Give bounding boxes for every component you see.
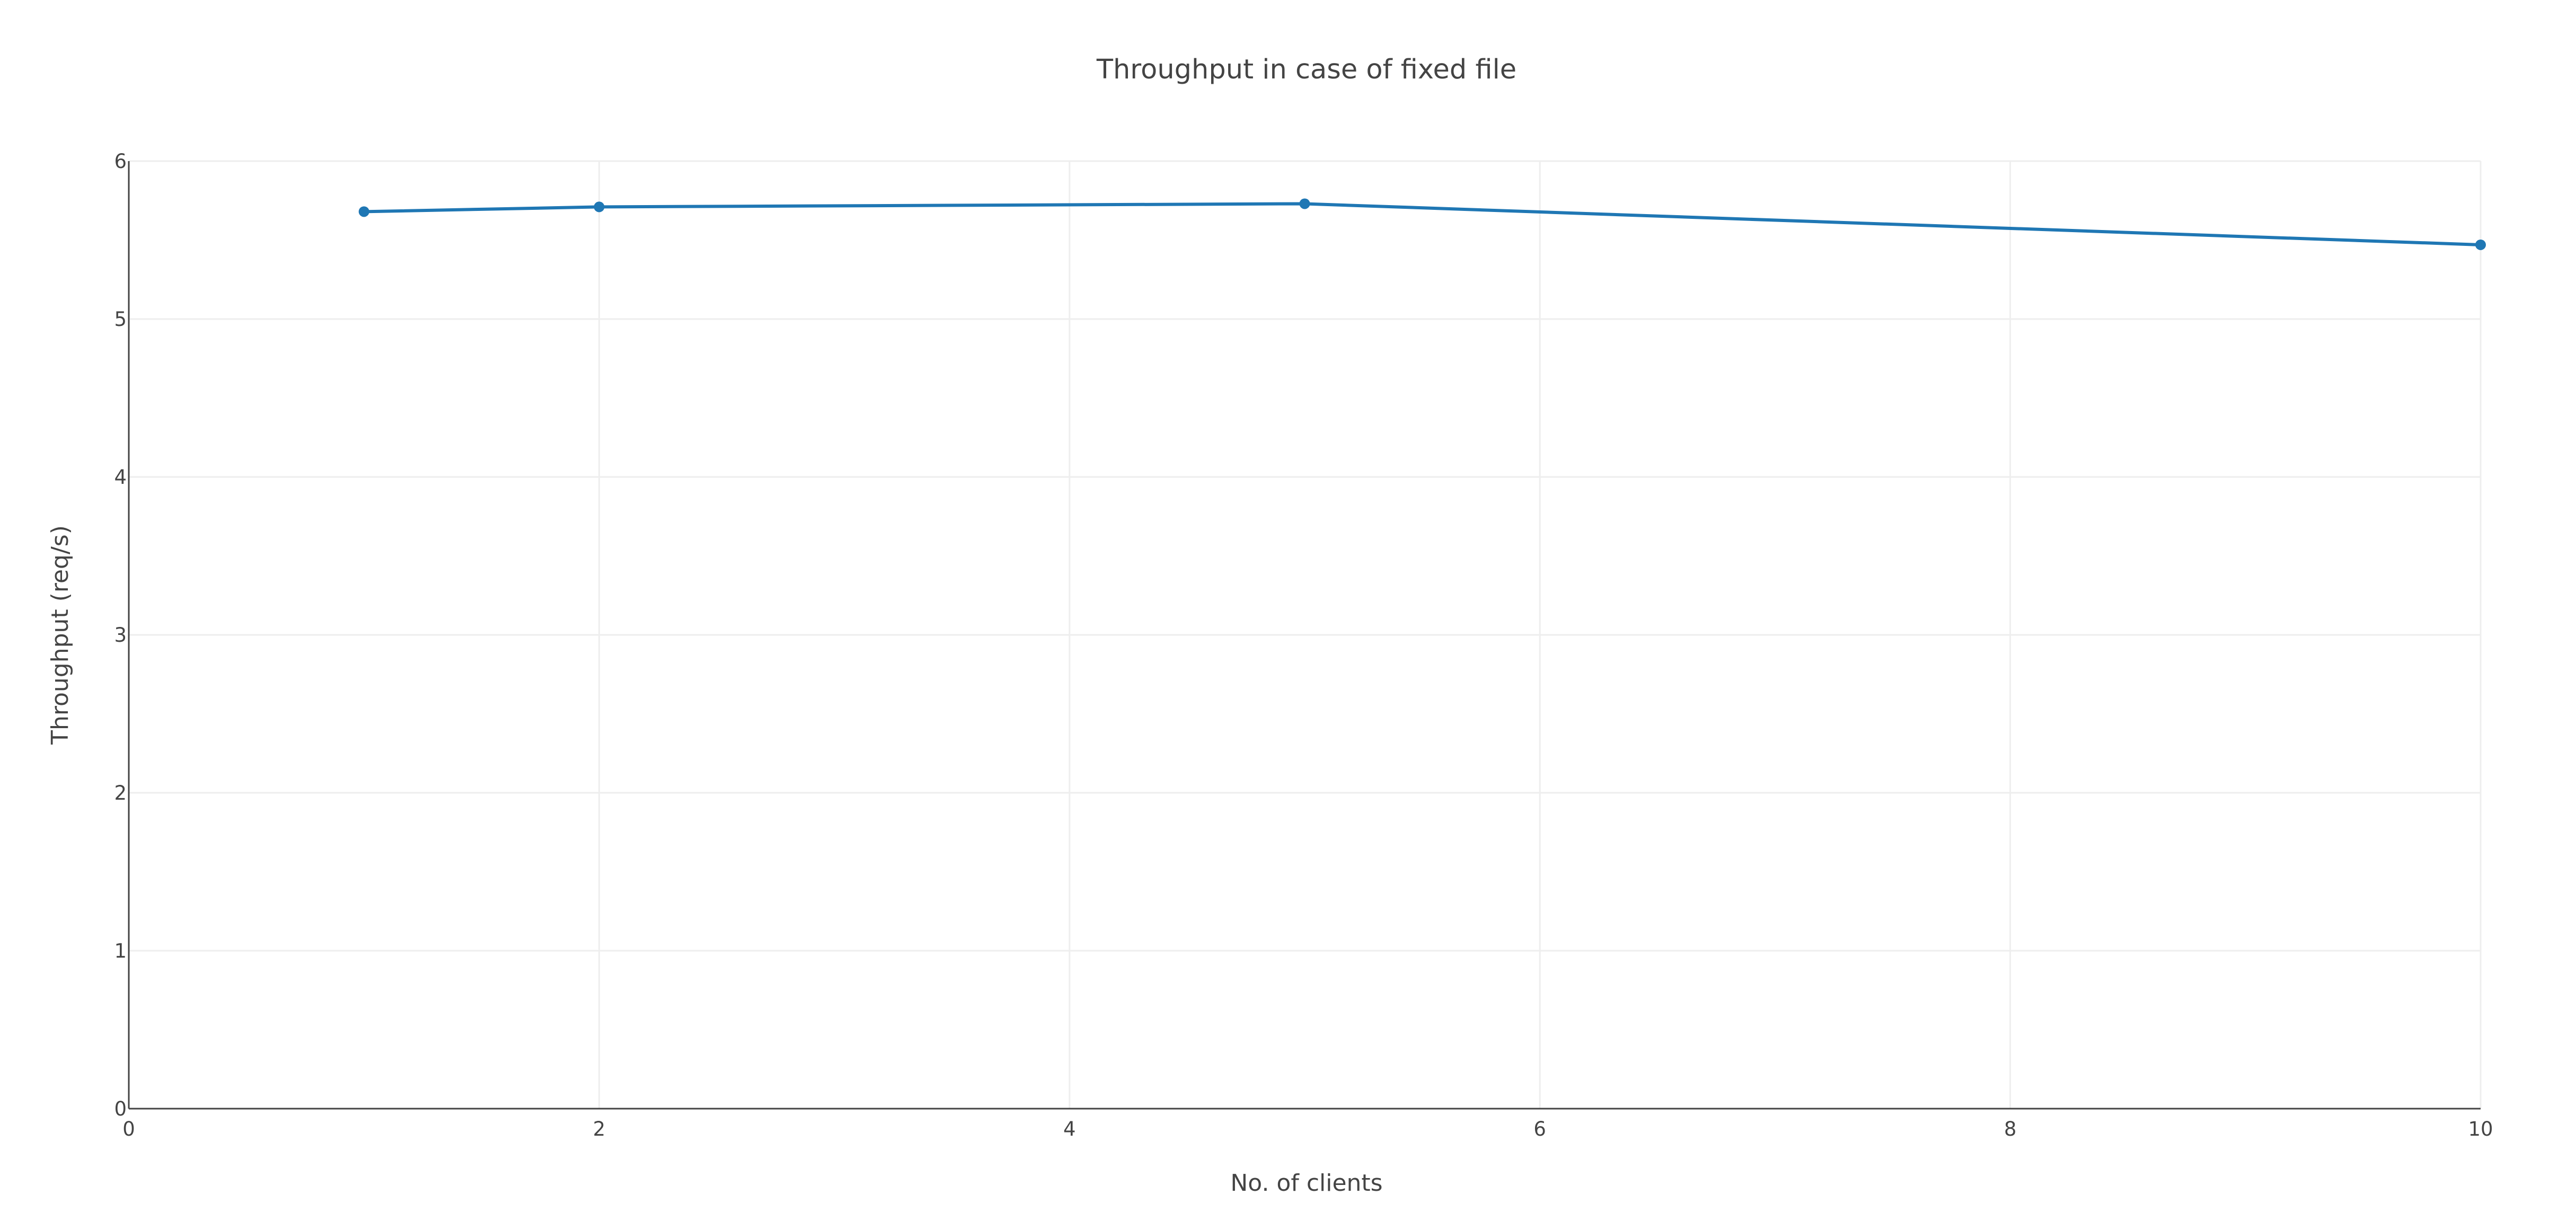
data-point[interactable] — [2475, 239, 2486, 250]
x-tick-label: 8 — [2004, 1118, 2017, 1140]
chart-title: Throughput in case of fixed file — [1096, 54, 1516, 85]
y-tick-label: 6 — [114, 150, 127, 173]
x-tick-label: 4 — [1063, 1118, 1076, 1140]
data-point[interactable] — [358, 206, 369, 217]
y-tick-label: 1 — [114, 940, 127, 962]
x-tick-label: 10 — [2468, 1118, 2493, 1140]
y-axis-title: Throughput (req/s) — [47, 525, 74, 745]
series-line — [364, 202, 2481, 246]
data-point[interactable] — [594, 201, 605, 213]
x-tick-labels: 0 2 4 6 8 10 — [122, 1118, 2493, 1140]
y-tick-label: 3 — [114, 624, 127, 647]
y-tick-label: 0 — [114, 1098, 127, 1120]
data-point[interactable] — [1299, 198, 1310, 209]
x-tick-label: 0 — [122, 1118, 135, 1140]
y-tick-label: 5 — [114, 308, 127, 331]
y-tick-labels: 0 1 2 3 4 5 6 — [114, 150, 127, 1120]
series — [358, 198, 2486, 250]
x-tick-label: 2 — [593, 1118, 606, 1140]
gridlines — [129, 160, 2482, 1109]
x-axis-title: No. of clients — [1230, 1170, 1382, 1197]
y-tick-label: 4 — [114, 466, 127, 489]
y-tick-label: 2 — [114, 782, 127, 804]
x-tick-label: 6 — [1533, 1118, 1546, 1140]
axes — [128, 161, 2481, 1110]
